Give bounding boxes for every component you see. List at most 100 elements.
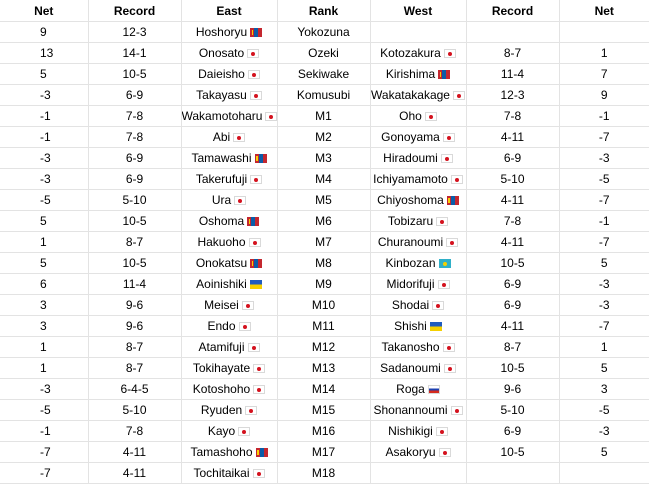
east-record: 11-4 — [88, 273, 182, 295]
east-wrestler-name: Kotoshoho — [192, 382, 251, 396]
table-row: 3 9-6 Endo M11 Shishi 4-11 -7 — [0, 315, 649, 337]
west-wrestler-name: Kinbozan — [385, 256, 436, 270]
east-net: -5 — [0, 189, 89, 211]
west-wrestler-name: Shodai — [391, 298, 430, 312]
rank: M12 — [277, 336, 371, 358]
west-wrestler-name: Nishikigi — [388, 424, 433, 438]
west-record: 4-11 — [466, 126, 560, 148]
east-net: 3 — [0, 294, 89, 316]
east-net: 6 — [0, 273, 89, 295]
west-net: 5 — [559, 441, 649, 463]
west-record: 11-4 — [466, 63, 560, 85]
table-row: -3 6-9 Tamawashi M3 Hiradoumi 6-9 -3 — [0, 147, 649, 169]
west-wrestler-cell: Roga — [370, 378, 467, 400]
west-wrestler-cell: Midorifuji — [370, 273, 467, 295]
east-net: 9 — [0, 21, 89, 43]
table-row: -1 7-8 Abi M2 Gonoyama 4-11 -7 — [0, 126, 649, 148]
east-wrestler-name: Ura — [211, 193, 232, 207]
east-wrestler-name: Wakamotoharu — [181, 109, 263, 123]
east-wrestler-name: Meisei — [204, 298, 239, 312]
table-row: -7 4-11 Tochitaikai M18 — [0, 462, 649, 484]
east-record: 7-8 — [88, 126, 182, 148]
east-net: 5 — [0, 63, 89, 85]
west-wrestler-name: Midorifuji — [386, 277, 435, 291]
east-record: 10-5 — [88, 63, 182, 85]
rank: M10 — [277, 294, 371, 316]
west-wrestler-name: Takanosho — [381, 340, 440, 354]
east-wrestler-cell: Onokatsu — [181, 252, 278, 274]
west-record: 9-6 — [466, 378, 560, 400]
east-wrestler-name: Tamashoho — [190, 445, 253, 459]
rank: M17 — [277, 441, 371, 463]
rank: Ozeki — [277, 42, 371, 64]
east-wrestler-cell: Endo — [181, 315, 278, 337]
west-wrestler-cell: Sadanoumi — [370, 357, 467, 379]
japan-flag-icon — [432, 301, 445, 310]
table-row: -3 6-9 Takerufuji M4 Ichiyamamoto 5-10 -5 — [0, 168, 649, 190]
west-wrestler-name: Wakatakakage — [371, 88, 450, 102]
japan-flag-icon — [443, 364, 456, 373]
kazakhstan-flag-icon — [438, 259, 451, 268]
rank: Sekiwake — [277, 63, 371, 85]
rank: M11 — [277, 315, 371, 337]
east-wrestler-name: Ryuden — [200, 403, 243, 417]
east-record: 6-9 — [88, 168, 182, 190]
east-net: 1 — [0, 336, 89, 358]
mongolia-flag-icon — [250, 28, 263, 37]
east-wrestler-name: Takerufuji — [195, 172, 248, 186]
east-net: -3 — [0, 84, 89, 106]
mongolia-flag-icon — [446, 196, 459, 205]
table-row: 3 9-6 Meisei M10 Shodai 6-9 -3 — [0, 294, 649, 316]
west-record: 6-9 — [466, 147, 560, 169]
west-wrestler-cell: Kotozakura — [370, 42, 467, 64]
header-east: East — [181, 0, 278, 22]
table-row: -1 7-8 Kayo M16 Nishikigi 6-9 -3 — [0, 420, 649, 442]
east-net: -3 — [0, 147, 89, 169]
east-wrestler-name: Hoshoryu — [195, 25, 248, 39]
west-wrestler-cell: Tobizaru — [370, 210, 467, 232]
east-net: 5 — [0, 252, 89, 274]
japan-flag-icon — [248, 238, 261, 247]
rank: M18 — [277, 462, 371, 484]
west-net: -1 — [559, 210, 649, 232]
east-wrestler-cell: Meisei — [181, 294, 278, 316]
rank: M13 — [277, 357, 371, 379]
japan-flag-icon — [265, 112, 276, 121]
east-net: -7 — [0, 441, 89, 463]
table-row: 5 10-5 Daieisho Sekiwake Kirishima 11-4 7 — [0, 63, 649, 85]
west-wrestler-name: Kirishima — [385, 67, 436, 81]
header-west: West — [370, 0, 467, 22]
west-record: 4-11 — [466, 315, 560, 337]
ukraine-flag-icon — [249, 280, 262, 289]
west-wrestler-cell: Kirishima — [370, 63, 467, 85]
east-record: 8-7 — [88, 336, 182, 358]
east-wrestler-name: Takayasu — [196, 88, 247, 102]
west-wrestler-cell: Chiyoshoma — [370, 189, 467, 211]
table-row: 1 8-7 Tokihayate M13 Sadanoumi 10-5 5 — [0, 357, 649, 379]
mongolia-flag-icon — [254, 154, 267, 163]
east-wrestler-name: Endo — [207, 319, 236, 333]
east-record: 6-9 — [88, 147, 182, 169]
east-wrestler-cell: Abi — [181, 126, 278, 148]
rank: Komusubi — [277, 84, 371, 106]
east-record: 5-10 — [88, 189, 182, 211]
japan-flag-icon — [234, 196, 247, 205]
west-net: 5 — [559, 357, 649, 379]
east-wrestler-cell: Wakamotoharu — [181, 105, 278, 127]
west-wrestler-name: Sadanoumi — [380, 361, 441, 375]
east-wrestler-name: Kayo — [207, 424, 236, 438]
east-wrestler-name: Aoinishiki — [196, 277, 247, 291]
japan-flag-icon — [442, 133, 455, 142]
east-wrestler-name: Oshoma — [198, 214, 245, 228]
east-wrestler-cell: Hoshoryu — [181, 21, 278, 43]
japan-flag-icon — [247, 343, 260, 352]
west-wrestler-cell: Shonannoumi — [370, 399, 467, 421]
west-wrestler-name: Kotozakura — [380, 46, 441, 60]
japan-flag-icon — [424, 112, 437, 121]
west-net — [559, 21, 649, 43]
west-wrestler-name: Churanoumi — [377, 235, 444, 249]
west-record — [466, 21, 560, 43]
table-row: -3 6-4-5 Kotoshoho M14 Roga 9-6 3 — [0, 378, 649, 400]
japan-flag-icon — [452, 91, 465, 100]
table-row: -5 5-10 Ryuden M15 Shonannoumi 5-10 -5 — [0, 399, 649, 421]
